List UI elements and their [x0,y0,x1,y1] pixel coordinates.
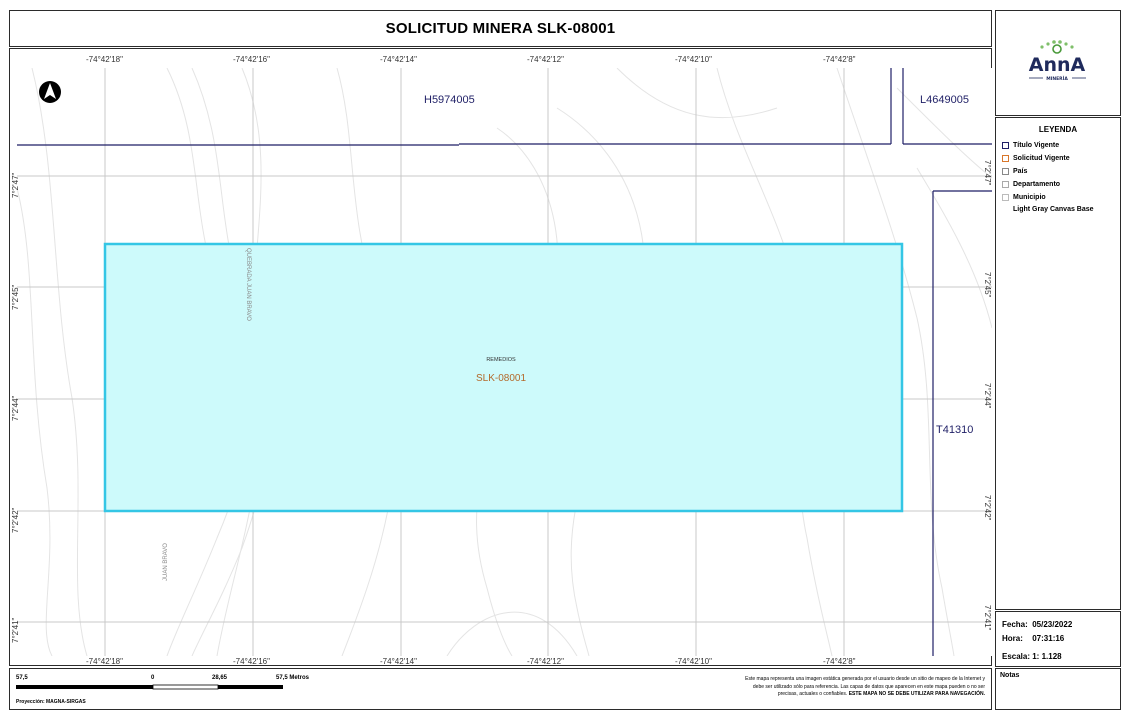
title-label-t: T41310 [936,424,973,436]
legend-swatch-titulo-vigente [1002,142,1009,149]
coord-left-3: 7°2'44" [11,395,20,421]
legend-swatch-solicitud-vigente [1002,155,1009,162]
coord-bottom-1: -74°42'18" [86,657,123,666]
legend-panel: LEYENDA Título Vigente Solicitud Vigente… [995,117,1121,610]
coord-left-1: 7°2'47" [11,172,20,198]
legend-title: LEYENDA [1038,125,1078,134]
logo-name: AnnA [1029,54,1086,76]
polygon-code-label: SLK-08001 [476,373,526,384]
coord-bottom-5: -74°42'10" [675,657,712,666]
titulo-vigente-boundaries[interactable] [17,68,992,656]
legend-swatch-departamento [1002,181,1009,188]
coord-right-2: 7°2'45" [983,272,992,298]
map-canvas[interactable]: H5974005 L4649005 T41310 REMEDIOS SLK-08… [17,68,992,656]
title-bar: SOLICITUD MINERA SLK-08001 [9,10,992,47]
fecha-value: 05/23/2022 [1032,620,1073,629]
coord-right-5: 7°2'41" [983,605,992,631]
legend-swatch-municipio [1002,194,1009,201]
escala-value: 1: 1.128 [1032,652,1062,661]
logo-panel: AnnA MINERÍA [995,10,1121,116]
scale-tick-zero: 0 [151,675,155,681]
coord-right-3: 7°2'44" [983,383,992,409]
legend-item-pais: País [1002,168,1027,175]
coord-top-3: -74°42'14" [380,55,417,64]
anna-logo: AnnA MINERÍA [1029,40,1086,82]
footer-panel: 57,5 0 28,65 57,5 Metros Proyección: MAG… [9,668,992,710]
scale-tick-left: 57,5 [16,675,28,681]
coord-top-4: -74°42'12" [527,55,564,64]
disclaimer-text: Este mapa representa una imagen estática… [745,676,985,697]
coord-bottom-2: -74°42'16" [233,657,270,666]
north-arrow-icon [39,81,61,103]
coord-left-2: 7°2'45" [11,284,20,310]
logo-sub: MINERÍA [1046,74,1068,82]
title-label-l: L4649005 [920,94,969,106]
scale-tick-right: 57,5 Metros [276,675,310,681]
polygon-place-label: REMEDIOS [486,357,516,363]
coord-right-4: 7°2'42" [983,495,992,521]
legend-item-solicitud-vigente: Solicitud Vigente [1002,155,1070,162]
fecha-line: Fecha: 05/23/2022 [1002,620,1073,629]
scale-tick-mid: 28,65 [212,675,228,681]
coord-bottom-3: -74°42'14" [380,657,417,666]
title-label-h: H5974005 [424,94,475,106]
coord-left-5: 7°2'41" [11,617,20,643]
legend-item-titulo-vigente: Título Vigente [1002,142,1059,149]
road-label-quebrada: QUEBRADA JUAN BRAVO [245,248,251,321]
legend-item-departamento: Departamento [1002,181,1060,188]
coord-top-1: -74°42'18" [86,55,123,64]
coord-top-2: -74°42'16" [233,55,270,64]
coord-bottom-6: -74°42'8" [823,657,856,666]
coord-top-6: -74°42'8" [823,55,856,64]
legend-item-municipio: Municipio [1002,194,1046,201]
road-label-juan-bravo: JUAN BRAVO [163,543,169,581]
legend-item-basemap: Light Gray Canvas Base [1013,206,1094,213]
coord-top-5: -74°42'10" [675,55,712,64]
notes-label: Notas [1000,672,1020,679]
coord-left-4: 7°2'42" [11,507,20,533]
hora-value: 07:31:16 [1032,634,1065,643]
coord-bottom-4: -74°42'12" [527,657,564,666]
map-title: SOLICITUD MINERA SLK-08001 [385,20,616,37]
escala-line: Escala: 1: 1.128 [1002,652,1062,661]
scale-bar [16,684,283,690]
solicitud-polygon[interactable] [103,242,904,513]
legend-swatch-pais [1002,168,1009,175]
projection-label: Proyección: MAGNA-SIRGAS [16,699,86,705]
notes-panel: Notas [995,668,1121,710]
info-panel: Fecha: 05/23/2022 Hora: 07:31:16 Escala:… [995,611,1121,667]
hora-line: Hora: 07:31:16 [1002,634,1065,643]
coord-right-1: 7°2'47" [983,160,992,186]
